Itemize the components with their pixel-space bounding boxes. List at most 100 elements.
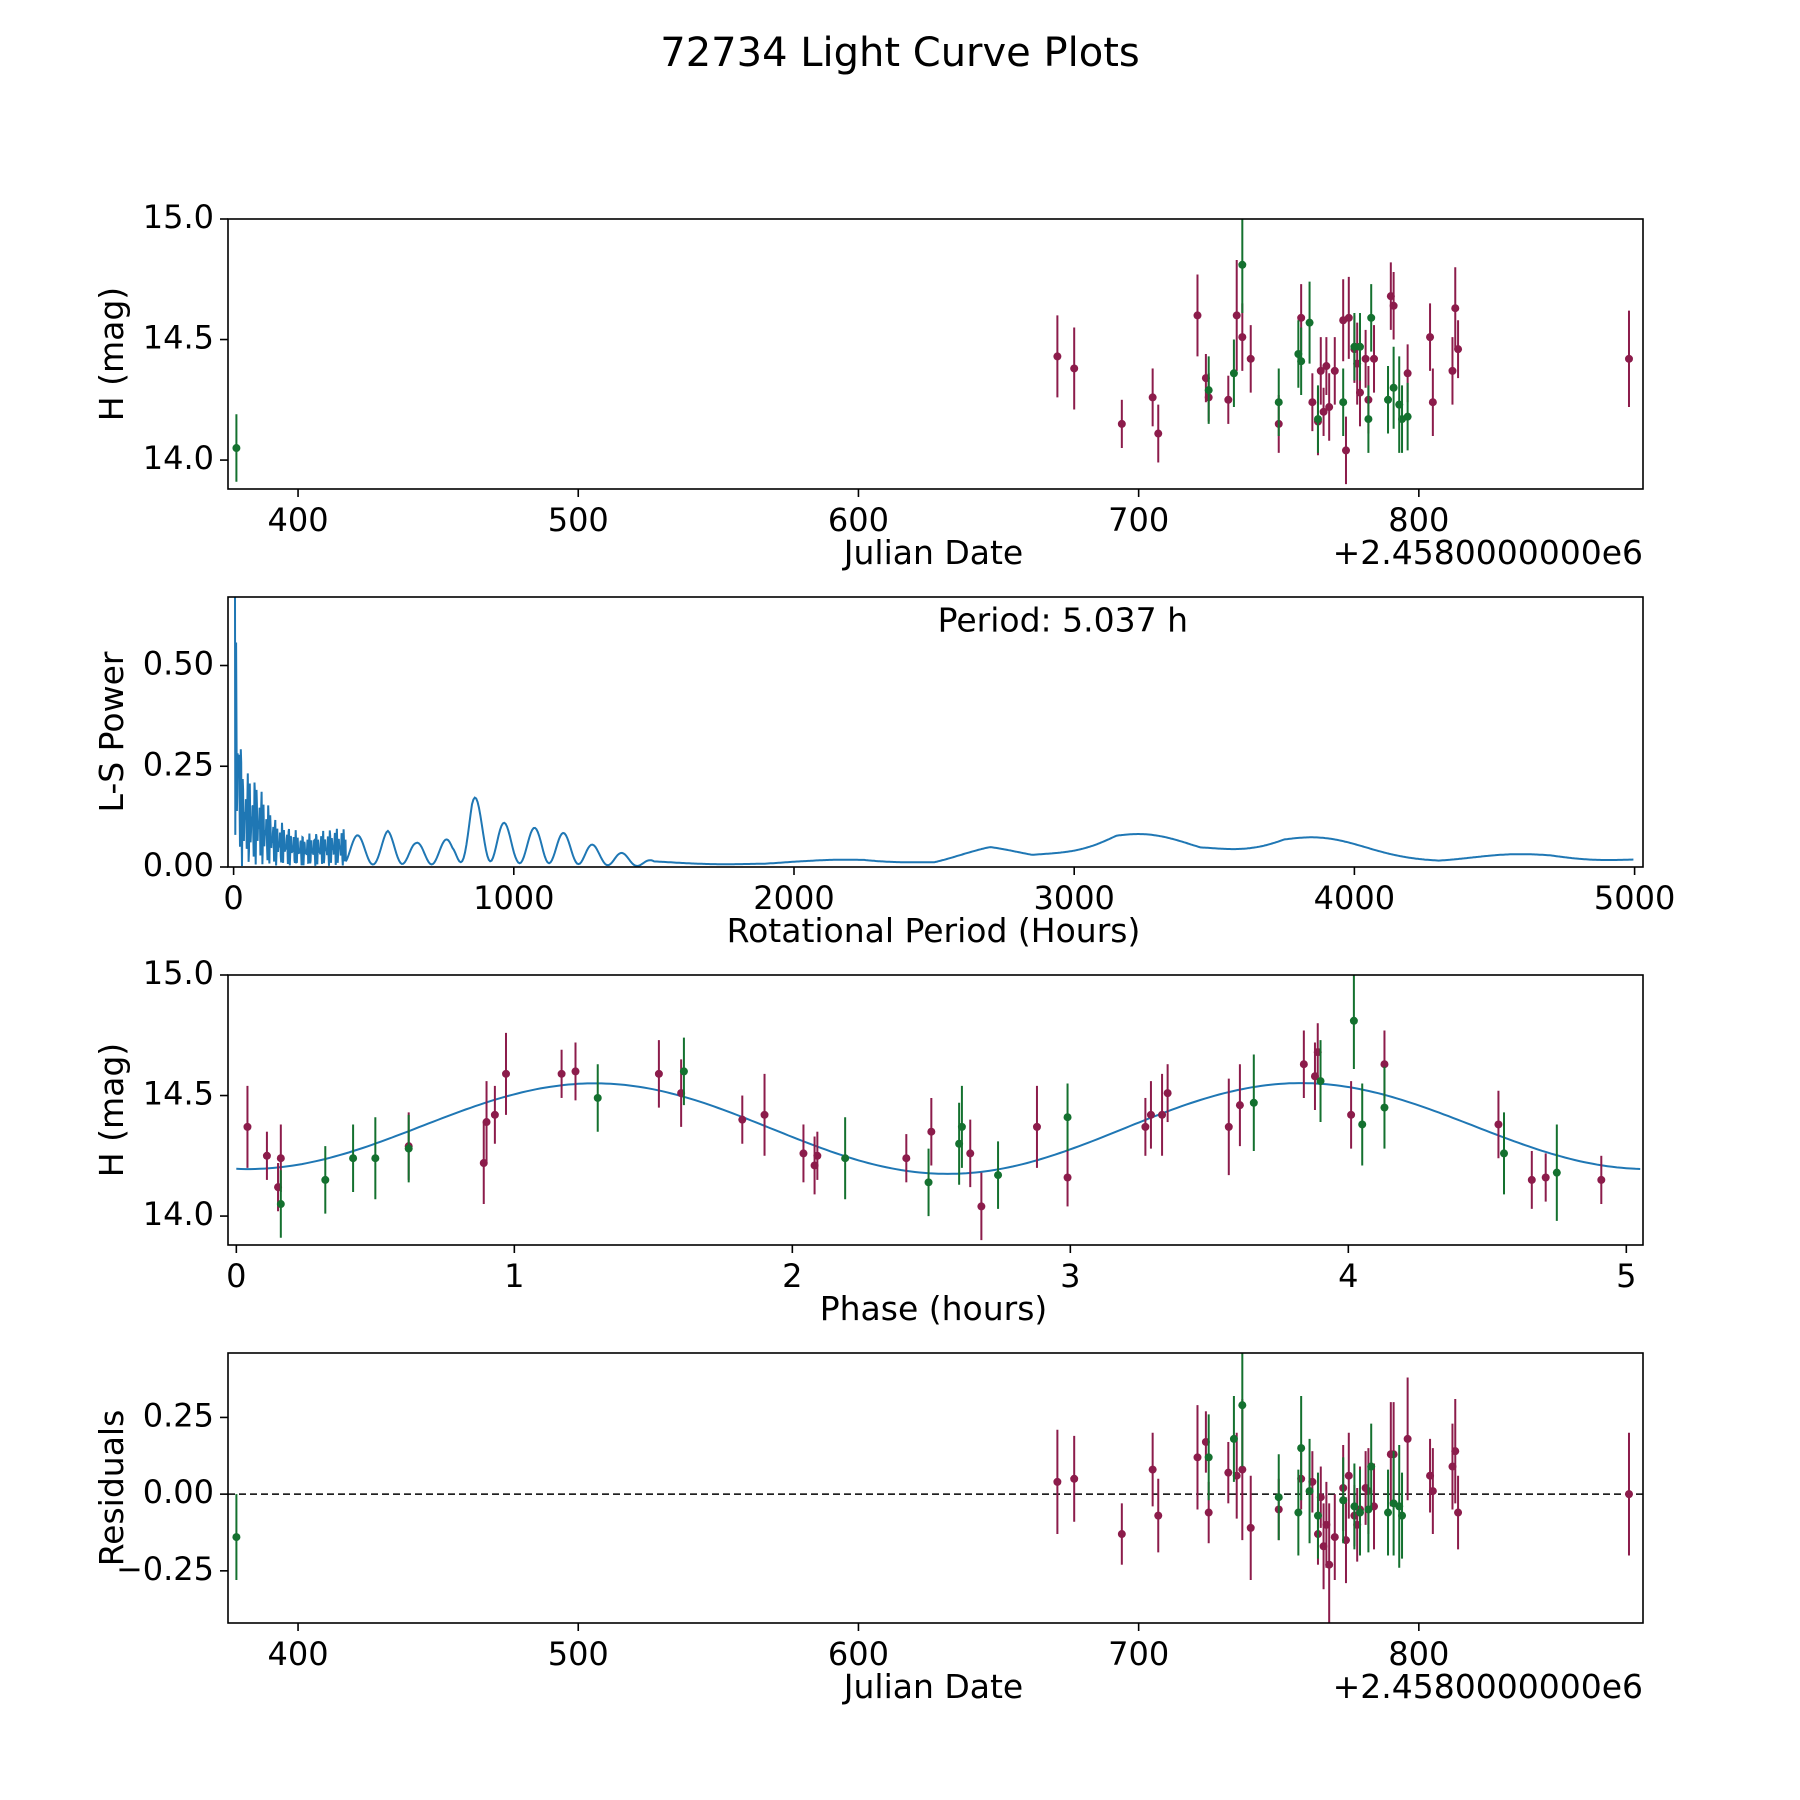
red-marker	[1117, 1530, 1126, 1539]
red-marker	[1454, 1508, 1463, 1517]
x-tick-label: 600	[828, 501, 889, 539]
x-tick-label: 700	[1108, 501, 1169, 539]
green-data-point	[1229, 339, 1238, 408]
red-marker	[738, 1115, 747, 1124]
green-marker	[1063, 1113, 1072, 1122]
y-tick-label: −0.25	[116, 1550, 214, 1588]
green-marker	[994, 1171, 1003, 1180]
green-data-point	[1274, 1454, 1283, 1541]
red-marker	[1597, 1175, 1606, 1184]
red-data-point	[1426, 303, 1435, 371]
residuals-axes-frame	[227, 1352, 1644, 1624]
red-data-point	[1224, 375, 1233, 424]
green-marker	[1204, 1453, 1213, 1462]
y-axis-label: H (mag)	[92, 287, 131, 421]
green-marker	[1238, 1401, 1247, 1410]
green-marker	[349, 1154, 358, 1163]
red-marker	[1330, 366, 1339, 375]
green-data-point	[1238, 1353, 1247, 1467]
x-tick-label: 800	[1388, 501, 1449, 539]
light-curve-panel: 400 500 600 700 800 14.0 14.5 15.0 Julian Date H …	[92, 198, 1644, 572]
red-marker	[1451, 1447, 1460, 1456]
green-data-point	[1297, 1395, 1306, 1501]
red-marker	[1297, 313, 1306, 322]
red-marker	[1148, 393, 1157, 402]
y-tick-label: 14.0	[143, 1195, 214, 1233]
red-marker	[1308, 398, 1317, 407]
y-tick-label: 0.25	[143, 745, 214, 783]
red-marker	[1224, 1468, 1233, 1477]
green-marker	[924, 1178, 933, 1187]
x-tick-label: 3000	[1033, 879, 1114, 917]
green-marker	[957, 1122, 966, 1131]
red-marker	[1163, 1089, 1172, 1098]
green-data-point	[1274, 368, 1283, 436]
green-data-point	[1204, 1414, 1213, 1501]
green-marker	[276, 1200, 285, 1209]
red-marker	[1454, 345, 1463, 354]
green-marker	[404, 1144, 413, 1153]
red-data-point	[1246, 325, 1255, 393]
red-data-point	[1341, 416, 1350, 485]
green-data-point	[1552, 1124, 1561, 1221]
green-marker	[1274, 1493, 1283, 1502]
red-marker	[1246, 1523, 1255, 1532]
red-data-point	[1494, 1090, 1503, 1159]
red-data-point	[1597, 1155, 1606, 1205]
red-data-point	[1246, 1475, 1255, 1581]
green-marker	[1350, 1502, 1359, 1511]
red-marker	[1032, 1122, 1041, 1131]
red-marker	[1451, 304, 1460, 313]
red-data-point	[1454, 320, 1463, 379]
green-marker	[593, 1093, 602, 1102]
green-marker	[1500, 1149, 1509, 1158]
x-tick-label: 2000	[753, 879, 834, 917]
green-marker	[1229, 369, 1238, 378]
periodogram-panel: Period: 5.037 h 0 1000 2000 3000 4000 5000 0.00…	[92, 596, 1675, 950]
green-data-point	[1350, 313, 1359, 381]
green-marker	[1229, 1434, 1238, 1443]
green-data-point	[1297, 327, 1306, 395]
green-data-point	[1229, 1395, 1238, 1482]
red-data-point	[1319, 387, 1328, 436]
red-data-point	[1154, 1478, 1163, 1553]
model-fit-line	[236, 1082, 1641, 1175]
phase-fold-axes-frame	[227, 974, 1644, 1246]
green-marker	[321, 1175, 330, 1184]
x-tick-label: 500	[548, 501, 609, 539]
red-data-point	[1053, 1429, 1062, 1535]
red-marker	[1053, 352, 1062, 361]
red-data-point	[654, 1040, 663, 1108]
red-marker	[1344, 313, 1353, 322]
green-data-point	[994, 1141, 1003, 1209]
x-axis-label: Rotational Period (Hours)	[727, 911, 1141, 950]
green-data-point	[679, 1037, 688, 1106]
x-tick-label: 1000	[473, 879, 554, 917]
green-marker	[679, 1067, 688, 1076]
green-marker	[1552, 1168, 1561, 1177]
green-marker	[1403, 412, 1412, 421]
green-marker	[1339, 1496, 1348, 1505]
y-axis-label: L-S Power	[92, 651, 131, 812]
x-tick-label: 4	[1338, 1257, 1358, 1295]
green-marker	[1305, 318, 1314, 327]
green-data-point	[1350, 1463, 1359, 1550]
red-marker	[1330, 1533, 1339, 1542]
red-data-point	[490, 1085, 499, 1144]
red-marker	[1141, 1122, 1150, 1131]
x-tick-label: 3	[1060, 1257, 1080, 1295]
x-tick-label: 600	[828, 1635, 889, 1673]
red-marker	[1403, 369, 1412, 378]
red-marker	[1246, 354, 1255, 363]
red-data-point	[1141, 1097, 1150, 1156]
green-data-point	[1238, 219, 1247, 314]
red-data-point	[1148, 368, 1157, 427]
red-marker	[1158, 1110, 1167, 1119]
red-marker	[490, 1110, 499, 1119]
green-data-point	[1316, 1040, 1325, 1123]
y-tick-label: 0.50	[143, 645, 214, 683]
green-data-point	[1380, 1066, 1389, 1149]
red-marker	[1299, 1060, 1308, 1069]
green-marker	[1384, 395, 1393, 404]
red-marker	[1070, 364, 1079, 373]
